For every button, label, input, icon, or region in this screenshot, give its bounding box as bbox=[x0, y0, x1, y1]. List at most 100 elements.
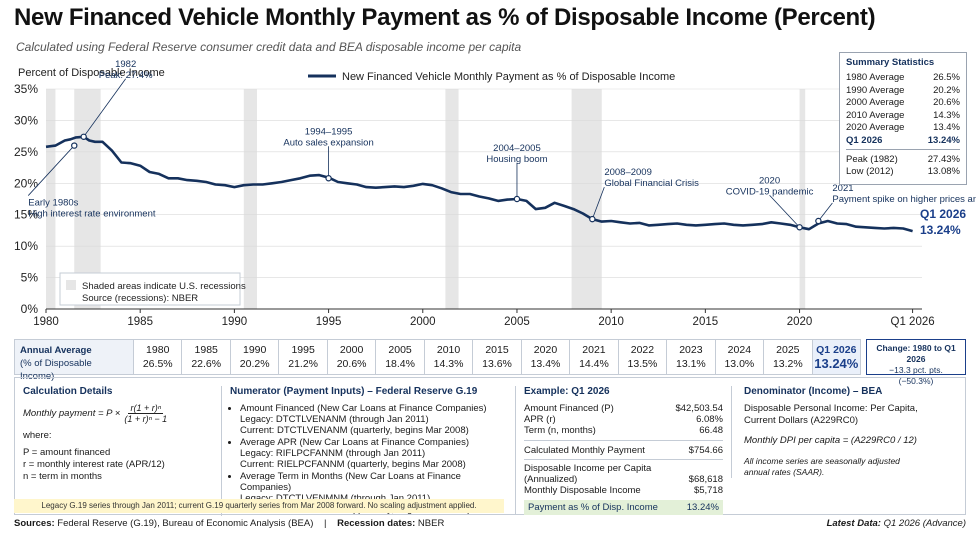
def-line: P = amount financed bbox=[23, 447, 111, 458]
endpoint-value: 13.24% bbox=[920, 223, 961, 237]
summary-row: 2010 Average 14.3% bbox=[846, 109, 960, 121]
x-tick-label: 1980 bbox=[33, 316, 59, 328]
annotation-leader bbox=[83, 78, 127, 138]
annotation-marker bbox=[796, 224, 803, 231]
annotation-text: Payment spike on higher prices and rates bbox=[832, 194, 976, 205]
x-tick-label: 2015 bbox=[693, 316, 719, 328]
calculation-details-panel: Calculation Details Monthly payment = P … bbox=[14, 377, 966, 516]
annual-average-cell: 1980 26.5% bbox=[133, 340, 181, 374]
example-result: Payment as % of Disp. Income 13.24% bbox=[524, 500, 723, 515]
def-line: n = term in months bbox=[23, 471, 102, 482]
annotation-text: Auto sales expansion bbox=[283, 137, 373, 148]
example-title: Example: Q1 2026 bbox=[524, 386, 610, 397]
annotation-text: Peak: 27.4% bbox=[99, 70, 153, 81]
annual-average-cell: 2010 14.3% bbox=[423, 340, 472, 374]
example-section: Example: Q1 2026 Amount Financed (P) $42,… bbox=[515, 386, 731, 515]
summary-row: 2020 Average 13.4% bbox=[846, 122, 960, 134]
page-title: New Financed Vehicle Monthly Payment as … bbox=[14, 4, 876, 31]
summary-row-peak: Peak (1982) 27.43% bbox=[846, 153, 960, 165]
payment-formula: Monthly payment = P × r(1 + r)ⁿ (1 + r)ⁿ… bbox=[23, 403, 168, 424]
denominator-section: Denominator (Income) – BEA Disposable Pe… bbox=[731, 386, 959, 478]
example-row: Calculated Monthly Payment $754.66 bbox=[524, 445, 723, 460]
denominator-title: Denominator (Income) – BEA bbox=[744, 386, 883, 397]
denominator-formula: Monthly DPI per capita = (A229RC0 / 12) bbox=[744, 435, 917, 446]
denominator-line: Current Dollars (A229RC0) bbox=[744, 415, 859, 426]
y-tick-label: 35% bbox=[14, 82, 38, 96]
annual-average-cell: 2021 14.4% bbox=[569, 340, 617, 374]
y-tick-label: 15% bbox=[14, 208, 38, 222]
x-tick-label: 2000 bbox=[410, 316, 436, 328]
x-tick-label: 1990 bbox=[222, 316, 248, 328]
annotation-text: Global Financial Crisis bbox=[604, 178, 699, 189]
annotation-marker bbox=[513, 195, 521, 203]
page-subtitle: Calculated using Federal Reserve consume… bbox=[16, 40, 522, 54]
summary-row-low: Low (2012) 13.08% bbox=[846, 166, 960, 178]
def-line: r = monthly interest rate (APR/12) bbox=[23, 459, 165, 470]
annual-average-cell: 2005 18.4% bbox=[375, 340, 423, 374]
series-line bbox=[45, 135, 913, 233]
recession-legend-text: Shaded areas indicate U.S. recessions bbox=[82, 281, 246, 292]
annotation-year: 2021 bbox=[832, 183, 853, 194]
x-tick-label: 1985 bbox=[127, 316, 153, 328]
x-tick-label: 2005 bbox=[504, 316, 530, 328]
annotation-marker bbox=[815, 217, 822, 225]
example-row: Disposable Income per Capita bbox=[524, 463, 652, 474]
annotation-leader bbox=[769, 195, 800, 228]
annotation-year: 2020 bbox=[759, 175, 780, 186]
footer: Sources: Federal Reserve (G.19), Bureau … bbox=[14, 518, 966, 529]
footer-latest: Latest Data: Q1 2026 (Advance) bbox=[826, 518, 966, 529]
annotation-marker bbox=[589, 215, 596, 223]
annotation-leader bbox=[818, 202, 833, 222]
x-tick-label: 2020 bbox=[787, 316, 813, 328]
y-tick-label: 10% bbox=[14, 239, 38, 253]
denominator-note: All income series are seasonally adjuste… bbox=[744, 456, 900, 466]
summary-row: 2000 Average 20.6% bbox=[846, 97, 960, 109]
list-item: Amount Financed (New Car Loans at Financ… bbox=[240, 403, 513, 436]
annotation-text: High interest rate environment bbox=[28, 209, 156, 220]
annotation-year: 1982 bbox=[115, 59, 136, 70]
annotation-year: 2008–2009 bbox=[604, 167, 652, 178]
x-tick-label: 1995 bbox=[316, 316, 342, 328]
y-tick-label: 0% bbox=[21, 302, 39, 316]
summary-row: 1990 Average 20.2% bbox=[846, 84, 960, 96]
recession-legend-swatch bbox=[66, 280, 76, 290]
summary-row-current: Q1 2026 13.24% bbox=[846, 135, 960, 150]
example-row: Monthly Disposable Income $5,718 bbox=[524, 485, 723, 496]
y-tick-label: 25% bbox=[14, 145, 38, 159]
annotation-leader bbox=[27, 145, 75, 196]
annual-average-cell: 2025 13.2% bbox=[763, 340, 811, 374]
annotation-text: Housing boom bbox=[486, 154, 547, 165]
recession-band bbox=[799, 89, 806, 309]
recession-legend-source: Source (recessions): NBER bbox=[82, 293, 198, 304]
calc-section: Calculation Details Monthly payment = P … bbox=[23, 386, 213, 483]
where-label: where: bbox=[23, 430, 52, 441]
x-tick-label: Q1 2026 bbox=[891, 316, 935, 328]
annotation-year: Early 1980s bbox=[28, 198, 78, 209]
annotation-year: 1994–1995 bbox=[305, 126, 353, 137]
x-tick-label: 2010 bbox=[598, 316, 624, 328]
annual-average-cell: 2024 13.0% bbox=[714, 340, 763, 374]
recession-legend-box bbox=[59, 272, 241, 306]
calc-title: Calculation Details bbox=[23, 386, 113, 397]
annual-average-cell: 1990 20.2% bbox=[229, 340, 278, 374]
summary-statistics-box: Summary Statistics 1980 Average 26.5% 199… bbox=[839, 52, 967, 185]
annual-average-cell: 2023 13.1% bbox=[666, 340, 714, 374]
footer-sources: Sources: Federal Reserve (G.19), Bureau … bbox=[14, 518, 445, 529]
annual-average-cell: 2022 13.5% bbox=[617, 340, 666, 374]
annotation-leader bbox=[591, 186, 605, 220]
endpoint-label: Q1 2026 bbox=[920, 207, 966, 221]
y-tick-label: 5% bbox=[21, 271, 39, 285]
recession-band bbox=[46, 89, 56, 309]
annual-average-cell: 1985 22.6% bbox=[181, 340, 229, 374]
chart-area: 0% 5% 10% 15% 20% 25% 30% 35% 1980 1985 1990 1995 20… bbox=[0, 58, 976, 342]
y-tick-label: 20% bbox=[14, 176, 38, 190]
annotation-marker bbox=[325, 175, 332, 182]
denominator-line: Disposable Personal Income: Per Capita, bbox=[744, 403, 918, 414]
line-chart: 0% 5% 10% 15% 20% 25% 30% 35% 1980 1985 1990 1995 20… bbox=[14, 59, 976, 328]
list-item: Average APR (New Car Loans at Finance Co… bbox=[240, 437, 513, 470]
legend-label: New Financed Vehicle Monthly Payment as … bbox=[342, 71, 675, 83]
example-row: APR (r) 6.08% bbox=[524, 414, 723, 425]
numerator-title: Numerator (Payment Inputs) – Federal Res… bbox=[230, 386, 478, 397]
recession-band bbox=[445, 89, 459, 309]
annotation-text: COVID-19 pandemic bbox=[726, 186, 814, 197]
